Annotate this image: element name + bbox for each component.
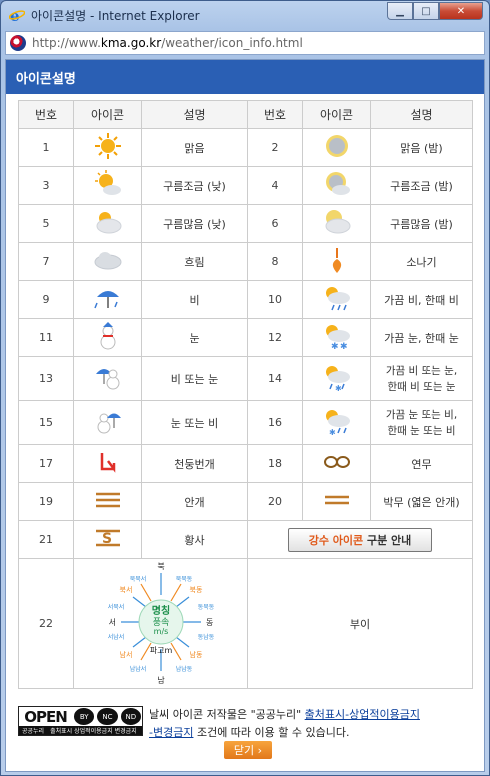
table-row: 15 눈 또는 비 16 ✱ 가끔 눈 또는 비, 한때 눈 또는 비: [18, 400, 473, 445]
svg-text:서: 서: [108, 618, 115, 627]
url-text[interactable]: http://www.kma.go.kr/weather/icon_info.h…: [32, 36, 303, 50]
ie-logo-icon: e: [9, 7, 25, 23]
table-row: 22: [18, 558, 473, 689]
svg-text:남: 남: [157, 676, 165, 685]
close-icon[interactable]: ✕: [439, 2, 483, 20]
table-row: 9 비 10 가끔 비, 한때 비: [18, 280, 473, 319]
yellow-dust-icon: S: [95, 529, 120, 547]
cloudy-icon: [94, 252, 121, 270]
svg-text:북: 북: [157, 562, 164, 571]
thunder-icon: [100, 453, 115, 473]
kogl-open-logo: OPEN BY NC ND 공공누리 출처표시 상업적이용금지 변경금지: [18, 706, 143, 736]
col-header: 번호: [247, 100, 303, 129]
precipitation-icon-guide-button[interactable]: 강수 아이콘 구분 안내: [287, 527, 433, 552]
occasional-snow-icon: ✱ ✱: [325, 325, 350, 351]
minimize-icon[interactable]: ▁: [387, 2, 413, 20]
moon-many-clouds-icon: [325, 210, 350, 234]
svg-text:북북동: 북북동: [175, 576, 192, 583]
noncommercial-badge-icon: NC: [96, 708, 118, 725]
close-button[interactable]: 닫기 ›: [224, 741, 272, 759]
window-title: 아이콘설명 - Internet Explorer: [31, 8, 200, 23]
sun-many-clouds-icon: [96, 212, 121, 234]
sun-few-clouds-icon: [94, 170, 121, 195]
svg-text:서남서: 서남서: [107, 633, 124, 641]
svg-text:남남동: 남남동: [175, 665, 192, 673]
no-derivatives-badge-icon: ND: [119, 708, 141, 725]
table-row: 5 구름많음 (낮) 6 구름많음 (밤): [18, 204, 473, 243]
table-row: 11 눈 12 ✱ ✱ 가끔 눈, 한때 눈: [18, 318, 473, 357]
fog-icon: [95, 492, 120, 508]
maximize-icon[interactable]: □: [413, 2, 439, 20]
occasional-rain-or-snow-icon: ✱: [325, 366, 350, 392]
license-link-cont[interactable]: -변경금지: [149, 726, 194, 739]
table-row: 13 비 또는 눈 14 ✱ 가끔 비 또는 눈, 한때 비 또는 눈: [18, 356, 473, 401]
rain-or-snow-icon: [95, 369, 119, 390]
table-header-row: 번호 아이콘 설명 번호 아이콘 설명: [18, 100, 473, 129]
svg-text:남남서: 남남서: [129, 665, 146, 673]
svg-text:e: e: [10, 7, 20, 23]
snowman-icon: [100, 322, 115, 350]
svg-text:✱: ✱: [340, 342, 348, 351]
svg-text:남서: 남서: [119, 650, 132, 659]
address-bar[interactable]: http://www.kma.go.kr/weather/icon_info.h…: [5, 31, 485, 55]
table-row: 17 천둥번개 18 연무: [18, 444, 473, 483]
page-header: 아이콘설명: [6, 60, 484, 94]
title-bar: e 아이콘설명 - Internet Explorer: [1, 1, 489, 29]
table-row: 7 흐림 8 소나기: [18, 242, 473, 281]
col-header: 아이콘: [302, 100, 371, 129]
occasional-snow-or-rain-icon: ✱: [325, 410, 350, 436]
col-header: 설명: [141, 100, 248, 129]
sun-icon: [94, 133, 121, 159]
haze-icon: [324, 495, 349, 505]
license-footer: OPEN BY NC ND 공공누리 출처표시 상업적이용금지 변경금지 날씨 아…: [18, 706, 472, 742]
rain-umbrella-icon: [93, 291, 119, 309]
snow-or-rain-icon: [97, 413, 121, 434]
moon-few-clouds-icon: [325, 172, 350, 195]
icon-table: 번호 아이콘 설명 번호 아이콘 설명 1 맑음 2 맑음 (밤) 3 구름조금…: [18, 100, 473, 689]
col-header: 설명: [370, 100, 473, 129]
svg-text:동북동: 동북동: [197, 604, 214, 611]
svg-text:✱: ✱: [329, 428, 336, 436]
svg-text:풍속: 풍속: [152, 617, 169, 628]
moon-icon: [325, 135, 348, 157]
svg-text:✱: ✱: [335, 384, 342, 392]
svg-text:명칭: 명칭: [151, 604, 169, 617]
table-row: 21 S 황사 강수 아이콘 구분 안내: [18, 520, 473, 559]
occasional-rain-icon: [325, 287, 350, 311]
svg-text:동남동: 동남동: [197, 633, 214, 641]
license-link[interactable]: 출처표시-상업적이용금지: [304, 708, 420, 721]
svg-text:파고m: 파고m: [149, 646, 172, 655]
svg-text:서북서: 서북서: [107, 603, 124, 611]
wind-compass-icon: 명칭 풍속 m/s 파고m 북 남 서 동 북북서 북북동 북서 북동 서북서 …: [107, 562, 214, 685]
svg-text:북서: 북서: [119, 585, 132, 594]
table-row: 19 안개 20 박무 (엷은 안개): [18, 482, 473, 521]
svg-text:북북서: 북북서: [129, 575, 146, 583]
col-header: 아이콘: [73, 100, 142, 129]
window-controls: ▁ □ ✕: [387, 2, 483, 20]
svg-text:S: S: [102, 531, 112, 547]
table-row: 3 구름조금 (낮) 4 구름조금 (밤): [18, 166, 473, 205]
smoke-icon: [323, 456, 350, 468]
shower-icon: [332, 248, 341, 273]
table-row: 1 맑음 2 맑음 (밤): [18, 128, 473, 167]
page-content: 아이콘설명 번호 아이콘 설명 번호 아이콘 설명 1 맑음 2 맑음: [5, 59, 485, 772]
kma-globe-icon: [10, 35, 26, 51]
attribution-badge-icon: BY: [73, 708, 95, 725]
col-header: 번호: [18, 100, 74, 129]
svg-text:북동: 북동: [189, 586, 202, 594]
svg-text:동: 동: [206, 618, 213, 627]
svg-text:✱: ✱: [331, 342, 339, 351]
svg-text:m/s: m/s: [153, 627, 168, 636]
svg-text:남동: 남동: [189, 650, 202, 659]
license-text: 날씨 아이콘 저작물은 "공공누리" 출처표시-상업적이용금지 -변경금지 조건…: [149, 708, 420, 739]
